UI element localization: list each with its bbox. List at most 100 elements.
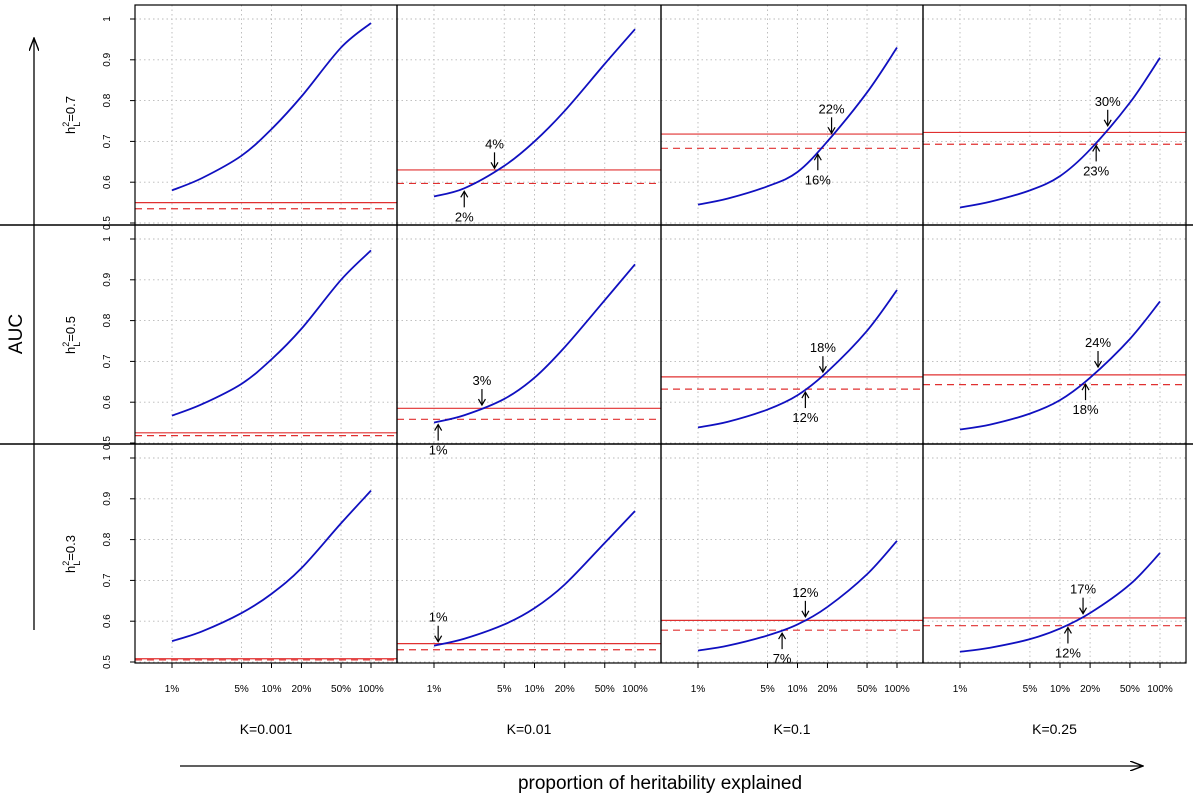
x-tick-label: 5%: [760, 684, 775, 695]
annotation-arrowhead: [827, 127, 836, 135]
x-tick-label: 20%: [817, 684, 837, 695]
annotation-arrowhead: [1063, 626, 1072, 634]
auc-curve: [433, 510, 636, 647]
row-label-sub: L: [72, 122, 82, 127]
x-tick-label: 10%: [261, 684, 281, 695]
annotation-label: 12%: [792, 585, 818, 600]
y-tick-label: 0.9: [102, 52, 113, 66]
x-tick-label: 50%: [331, 684, 351, 695]
annotation-label: 18%: [810, 340, 836, 355]
auc-curve: [697, 289, 898, 429]
annotation-label: 1%: [429, 610, 448, 625]
annotation-arrowhead: [813, 153, 822, 161]
y-tick-label: 0.8: [102, 532, 113, 546]
auc-curve: [433, 263, 636, 424]
x-axis-title: proportion of heritability explained: [518, 773, 802, 794]
x-tick-label: 20%: [291, 684, 311, 695]
annotation-arrowhead: [818, 365, 827, 374]
annotation-label: 24%: [1085, 335, 1111, 350]
annotation-label: 1%: [429, 443, 448, 458]
x-tick-label: 100%: [1147, 684, 1173, 695]
row-label: h2L=0.5: [61, 316, 82, 354]
annotation-arrowhead: [1079, 607, 1088, 615]
x-tick-label: 1%: [691, 684, 706, 695]
y-tick-label: 0.9: [102, 491, 113, 505]
x-tick-label: 1%: [427, 684, 442, 695]
annotation-label: 12%: [1055, 645, 1081, 660]
column-label: K=0.01: [507, 721, 552, 737]
x-tick-label: 5%: [234, 684, 249, 695]
x-tick-label: 100%: [884, 684, 910, 695]
annotation-label: 17%: [1070, 582, 1096, 597]
y-axis-title: AUC: [6, 314, 27, 354]
row-label-base: h: [63, 127, 78, 134]
annotation-label: 23%: [1083, 163, 1109, 178]
annotation-arrowhead: [1094, 360, 1103, 369]
annotation-arrowhead: [434, 423, 443, 431]
annotation-arrowhead: [801, 390, 810, 399]
row-label: h2L=0.7: [61, 96, 82, 134]
x-tick-label: 100%: [622, 684, 648, 695]
y-tick-label: 0.6: [102, 175, 113, 189]
annotation-label: 12%: [792, 410, 818, 425]
auc-curve: [697, 540, 898, 652]
annotation-arrowhead: [1103, 119, 1112, 127]
x-tick-label: 10%: [1050, 684, 1070, 695]
x-tick-label: 1%: [953, 684, 968, 695]
row-label-value: =0.3: [63, 535, 78, 561]
annotation-arrowhead: [490, 162, 499, 170]
annotation-label: 16%: [805, 172, 831, 187]
x-tick-label: 5%: [497, 684, 512, 695]
x-tick-label: 20%: [555, 684, 575, 695]
auc-curve: [697, 47, 898, 206]
y-tick-label: 0.9: [102, 272, 113, 286]
row-label-sub: L: [72, 342, 82, 347]
annotation-arrowhead: [801, 610, 810, 619]
x-tick-label: 50%: [857, 684, 877, 695]
annotation-label: 3%: [473, 373, 492, 388]
auc-curve: [959, 57, 1161, 209]
y-tick-label: 0.7: [102, 354, 113, 368]
x-tick-label: 1%: [165, 684, 180, 695]
y-tick-label: 0.5: [102, 436, 113, 450]
row-label: h2L=0.3: [61, 535, 82, 573]
row-label-value: =0.7: [63, 96, 78, 122]
row-label-sup: 2: [61, 342, 71, 347]
column-label: K=0.001: [240, 721, 293, 737]
auc-curve: [959, 552, 1161, 653]
y-tick-label: 0.6: [102, 395, 113, 409]
annotation-arrowhead: [1092, 144, 1101, 152]
row-label-base: h: [63, 566, 78, 573]
row-label-sub: L: [72, 561, 82, 566]
annotation-label: 30%: [1095, 94, 1121, 109]
x-tick-label: 50%: [1120, 684, 1140, 695]
y-tick-label: 0.8: [102, 313, 113, 327]
x-tick-label: 20%: [1080, 684, 1100, 695]
y-tick-label: 1: [102, 455, 113, 461]
annotation-label: 7%: [773, 651, 792, 666]
annotation-arrowhead: [1081, 382, 1090, 391]
row-label-base: h: [63, 347, 78, 354]
y-tick-label: 0.7: [102, 134, 113, 148]
row-label-sup: 2: [61, 561, 71, 566]
x-tick-label: 5%: [1023, 684, 1038, 695]
column-label: K=0.1: [774, 721, 811, 737]
y-tick-label: 1: [102, 16, 113, 22]
annotation-arrowhead: [434, 635, 443, 643]
auc-curve: [959, 300, 1161, 431]
y-tick-label: 0.5: [102, 216, 113, 230]
annotation-label: 2%: [455, 209, 474, 224]
annotation-label: 22%: [819, 101, 845, 116]
row-label-sup: 2: [61, 122, 71, 127]
annotation-label: 18%: [1073, 402, 1099, 417]
auc-curve: [171, 249, 372, 417]
x-tick-label: 10%: [524, 684, 544, 695]
y-tick-label: 0.6: [102, 614, 113, 628]
y-tick-label: 0.5: [102, 655, 113, 669]
x-tick-label: 10%: [787, 684, 807, 695]
auc-curve: [171, 22, 372, 192]
y-tick-label: 0.7: [102, 573, 113, 587]
annotation-arrowhead: [460, 190, 469, 198]
auc-curve: [171, 490, 372, 643]
